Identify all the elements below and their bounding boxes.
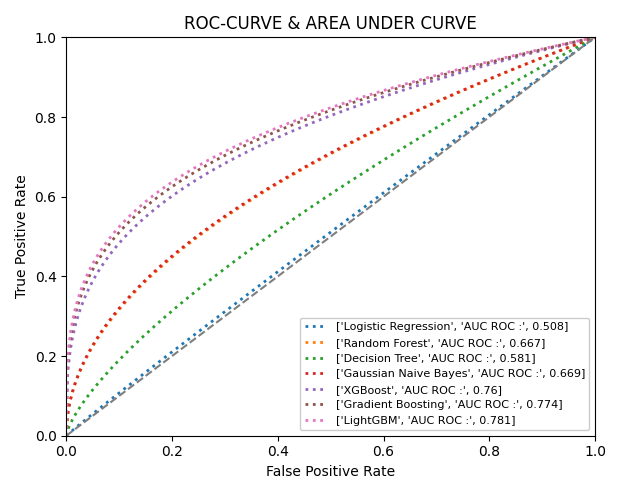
Line: ['LightGBM', 'AUC ROC :', 0.781]: ['LightGBM', 'AUC ROC :', 0.781]	[66, 38, 595, 436]
['Random Forest', 'AUC ROC :', 0.667]	[317, 156, 324, 162]
Line: ['Random Forest', 'AUC ROC :', 0.667]: ['Random Forest', 'AUC ROC :', 0.667]	[66, 38, 595, 436]
['XGBoost', 'AUC ROC :', 0.76]	[579, 38, 586, 43]
Legend: ['Logistic Regression', 'AUC ROC :', 0.508], ['Random Forest', 'AUC ROC :', 0.66: ['Logistic Regression', 'AUC ROC :', 0.5…	[300, 318, 589, 430]
['Logistic Regression', 'AUC ROC :', 0.508]	[496, 104, 504, 110]
['Gradient Boosting', 'AUC ROC :', 0.774]	[591, 35, 599, 41]
Line: ['Gaussian Naive Bayes', 'AUC ROC :', 0.669]: ['Gaussian Naive Bayes', 'AUC ROC :', 0.…	[66, 38, 595, 436]
['XGBoost', 'AUC ROC :', 0.76]	[377, 94, 384, 100]
['Gaussian Naive Bayes', 'AUC ROC :', 0.669]	[579, 39, 586, 45]
['Logistic Regression', 'AUC ROC :', 0.508]	[314, 239, 321, 245]
['Gaussian Naive Bayes', 'AUC ROC :', 0.669]	[317, 156, 324, 162]
['XGBoost', 'AUC ROC :', 0.76]	[496, 59, 504, 65]
['XGBoost', 'AUC ROC :', 0.76]	[63, 433, 70, 439]
Line: ['Gradient Boosting', 'AUC ROC :', 0.774]: ['Gradient Boosting', 'AUC ROC :', 0.774…	[66, 38, 595, 436]
['XGBoost', 'AUC ROC :', 0.76]	[591, 35, 599, 41]
['Logistic Regression', 'AUC ROC :', 0.508]	[377, 192, 384, 198]
['LightGBM', 'AUC ROC :', 0.781]	[348, 97, 356, 103]
Title: ROC-CURVE & AREA UNDER CURVE: ROC-CURVE & AREA UNDER CURVE	[184, 15, 477, 33]
['Random Forest', 'AUC ROC :', 0.667]	[63, 433, 70, 439]
['Gaussian Naive Bayes', 'AUC ROC :', 0.669]	[63, 433, 70, 439]
['Decision Tree', 'AUC ROC :', 0.581]	[348, 177, 356, 183]
['Gradient Boosting', 'AUC ROC :', 0.774]	[377, 90, 384, 96]
['Logistic Regression', 'AUC ROC :', 0.508]	[579, 43, 586, 49]
Y-axis label: True Positive Rate: True Positive Rate	[15, 175, 29, 298]
['Random Forest', 'AUC ROC :', 0.667]	[377, 125, 384, 131]
['XGBoost', 'AUC ROC :', 0.76]	[314, 118, 321, 124]
['LightGBM', 'AUC ROC :', 0.781]	[377, 88, 384, 94]
['Decision Tree', 'AUC ROC :', 0.581]	[579, 41, 586, 47]
['Decision Tree', 'AUC ROC :', 0.581]	[63, 433, 70, 439]
['Logistic Regression', 'AUC ROC :', 0.508]	[591, 35, 599, 41]
['Gaussian Naive Bayes', 'AUC ROC :', 0.669]	[496, 72, 504, 78]
['LightGBM', 'AUC ROC :', 0.781]	[314, 110, 321, 116]
['XGBoost', 'AUC ROC :', 0.76]	[348, 105, 356, 111]
['Gradient Boosting', 'AUC ROC :', 0.774]	[317, 111, 324, 117]
['Gaussian Naive Bayes', 'AUC ROC :', 0.669]	[314, 157, 321, 163]
['Random Forest', 'AUC ROC :', 0.667]	[579, 39, 586, 45]
['Gradient Boosting', 'AUC ROC :', 0.774]	[348, 100, 356, 106]
Line: ['Logistic Regression', 'AUC ROC :', 0.508]: ['Logistic Regression', 'AUC ROC :', 0.5…	[66, 38, 595, 436]
['Random Forest', 'AUC ROC :', 0.667]	[591, 35, 599, 41]
['LightGBM', 'AUC ROC :', 0.781]	[63, 433, 70, 439]
['Logistic Regression', 'AUC ROC :', 0.508]	[317, 237, 324, 243]
['Gaussian Naive Bayes', 'AUC ROC :', 0.669]	[377, 124, 384, 130]
['LightGBM', 'AUC ROC :', 0.781]	[317, 108, 324, 114]
['Gradient Boosting', 'AUC ROC :', 0.774]	[314, 112, 321, 118]
['Logistic Regression', 'AUC ROC :', 0.508]	[63, 433, 70, 439]
['Decision Tree', 'AUC ROC :', 0.581]	[591, 35, 599, 41]
['Random Forest', 'AUC ROC :', 0.667]	[348, 140, 356, 146]
['Decision Tree', 'AUC ROC :', 0.581]	[317, 198, 324, 204]
['Random Forest', 'AUC ROC :', 0.667]	[314, 158, 321, 164]
['Gradient Boosting', 'AUC ROC :', 0.774]	[496, 57, 504, 63]
['Gaussian Naive Bayes', 'AUC ROC :', 0.669]	[348, 139, 356, 145]
['Random Forest', 'AUC ROC :', 0.667]	[496, 72, 504, 78]
['Decision Tree', 'AUC ROC :', 0.581]	[377, 159, 384, 165]
Line: ['XGBoost', 'AUC ROC :', 0.76]: ['XGBoost', 'AUC ROC :', 0.76]	[66, 38, 595, 436]
['XGBoost', 'AUC ROC :', 0.76]	[317, 117, 324, 123]
['Decision Tree', 'AUC ROC :', 0.581]	[314, 200, 321, 206]
Line: ['Decision Tree', 'AUC ROC :', 0.581]: ['Decision Tree', 'AUC ROC :', 0.581]	[66, 38, 595, 436]
X-axis label: False Positive Rate: False Positive Rate	[266, 465, 395, 479]
['Decision Tree', 'AUC ROC :', 0.581]	[496, 87, 504, 93]
['Gradient Boosting', 'AUC ROC :', 0.774]	[579, 37, 586, 43]
['LightGBM', 'AUC ROC :', 0.781]	[496, 56, 504, 62]
['LightGBM', 'AUC ROC :', 0.781]	[579, 37, 586, 43]
['Logistic Regression', 'AUC ROC :', 0.508]	[348, 213, 356, 219]
['Gradient Boosting', 'AUC ROC :', 0.774]	[63, 433, 70, 439]
['Gaussian Naive Bayes', 'AUC ROC :', 0.669]	[591, 35, 599, 41]
['LightGBM', 'AUC ROC :', 0.781]	[591, 35, 599, 41]
